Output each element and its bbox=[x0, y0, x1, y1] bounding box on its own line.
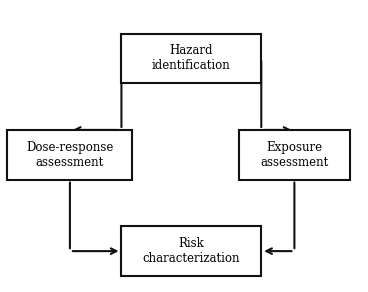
Text: Dose-response
assessment: Dose-response assessment bbox=[26, 141, 114, 169]
Text: Hazard
identification: Hazard identification bbox=[152, 44, 231, 72]
FancyBboxPatch shape bbox=[121, 34, 261, 83]
Text: Exposure
assessment: Exposure assessment bbox=[260, 141, 329, 169]
Text: Risk
characterization: Risk characterization bbox=[143, 237, 240, 265]
FancyBboxPatch shape bbox=[239, 130, 350, 180]
FancyBboxPatch shape bbox=[121, 226, 261, 276]
FancyBboxPatch shape bbox=[7, 130, 132, 180]
